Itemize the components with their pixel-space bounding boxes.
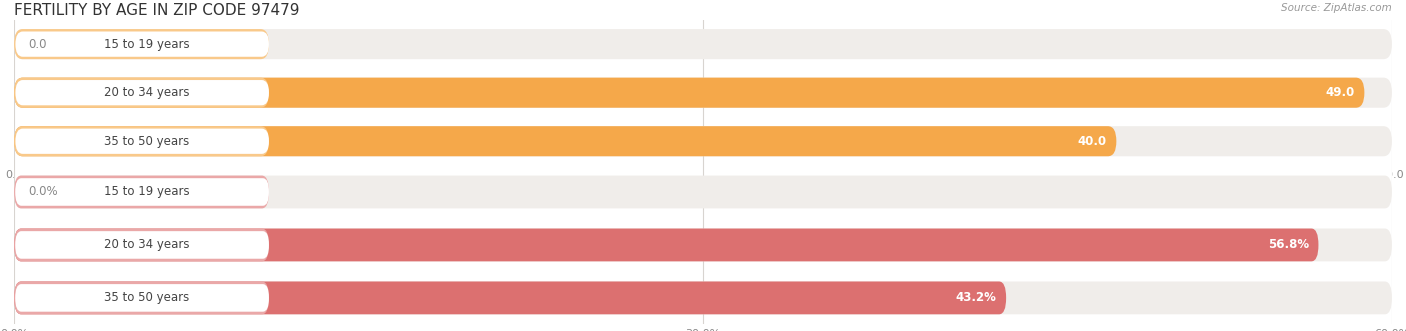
FancyBboxPatch shape	[14, 78, 1392, 108]
FancyBboxPatch shape	[14, 228, 269, 261]
Text: 20 to 34 years: 20 to 34 years	[104, 86, 190, 99]
Text: 56.8%: 56.8%	[1268, 238, 1309, 252]
FancyBboxPatch shape	[14, 78, 269, 108]
Text: 40.0: 40.0	[1077, 135, 1107, 148]
FancyBboxPatch shape	[14, 126, 1392, 156]
FancyBboxPatch shape	[14, 228, 1319, 261]
Text: 0.0: 0.0	[28, 38, 46, 51]
FancyBboxPatch shape	[14, 281, 1007, 314]
FancyBboxPatch shape	[15, 178, 269, 206]
FancyBboxPatch shape	[14, 126, 269, 156]
FancyBboxPatch shape	[15, 80, 269, 105]
FancyBboxPatch shape	[14, 29, 1392, 59]
Text: 35 to 50 years: 35 to 50 years	[104, 135, 190, 148]
FancyBboxPatch shape	[14, 175, 269, 209]
Text: 20 to 34 years: 20 to 34 years	[104, 238, 190, 252]
FancyBboxPatch shape	[14, 126, 1116, 156]
Text: 15 to 19 years: 15 to 19 years	[104, 38, 190, 51]
Text: 35 to 50 years: 35 to 50 years	[104, 291, 190, 305]
FancyBboxPatch shape	[14, 29, 269, 59]
Text: 49.0: 49.0	[1326, 86, 1355, 99]
FancyBboxPatch shape	[15, 128, 269, 154]
Text: FERTILITY BY AGE IN ZIP CODE 97479: FERTILITY BY AGE IN ZIP CODE 97479	[14, 3, 299, 18]
FancyBboxPatch shape	[15, 231, 269, 259]
Text: 0.0%: 0.0%	[28, 185, 58, 199]
FancyBboxPatch shape	[15, 31, 269, 57]
Text: Source: ZipAtlas.com: Source: ZipAtlas.com	[1281, 3, 1392, 13]
Text: 43.2%: 43.2%	[956, 291, 997, 305]
Text: 15 to 19 years: 15 to 19 years	[104, 185, 190, 199]
FancyBboxPatch shape	[14, 175, 1392, 209]
FancyBboxPatch shape	[14, 78, 1364, 108]
FancyBboxPatch shape	[14, 281, 269, 314]
FancyBboxPatch shape	[14, 228, 1392, 261]
FancyBboxPatch shape	[15, 284, 269, 312]
FancyBboxPatch shape	[14, 281, 1392, 314]
